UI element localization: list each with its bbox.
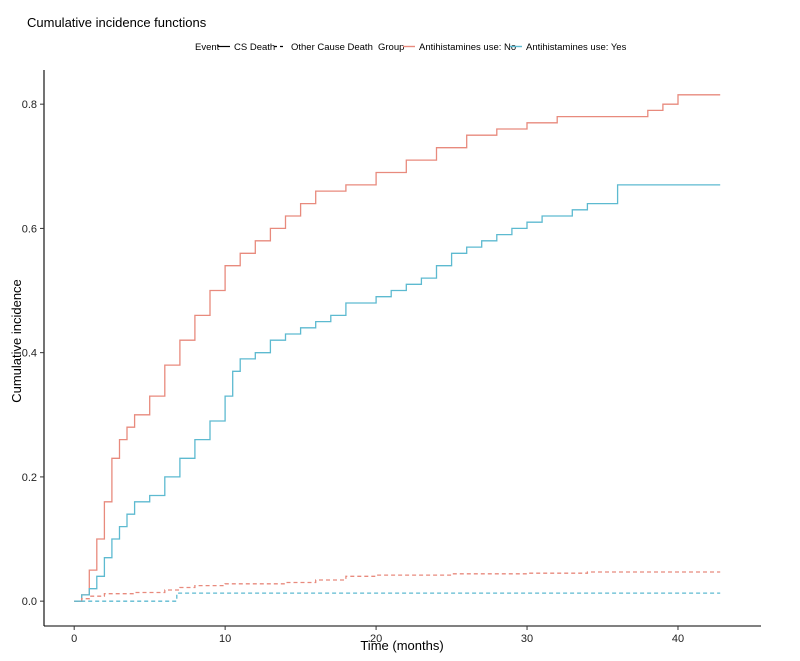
legend: Event CS Death Other Cause Death Group A… [195, 42, 627, 53]
y-ticks: 0.0 0.2 0.4 0.6 0.8 [22, 99, 44, 608]
legend-event-other-cause-death: Other Cause Death [291, 42, 373, 53]
x-tick-label: 20 [370, 633, 382, 645]
legend-group-yes-label: Antihistamines use: Yes [526, 42, 627, 53]
legend-event-cs-death: CS Death [234, 42, 275, 53]
x-ticks: 0 10 20 30 40 [71, 626, 684, 645]
series-line-other-cause-death-antihistamines-use-no [74, 571, 721, 602]
chart-title: Cumulative incidence functions [27, 15, 207, 30]
y-tick-label: 0.0 [22, 596, 37, 608]
x-tick-label: 10 [219, 633, 231, 645]
x-axis-title: Time (months) [360, 638, 443, 653]
x-tick-label: 40 [672, 633, 684, 645]
legend-group-no-label: Antihistamines use: No [419, 42, 516, 53]
legend-event-title: Event [195, 42, 220, 53]
axes [43, 70, 761, 627]
y-tick-label: 0.8 [22, 99, 37, 111]
x-tick-label: 30 [521, 633, 533, 645]
series-line-cs-death-antihistamines-use-no [74, 94, 721, 602]
y-tick-label: 0.4 [22, 348, 37, 360]
series-line-other-cause-death-antihistamines-use-yes [74, 592, 721, 602]
legend-group-title: Group [378, 42, 404, 53]
y-tick-label: 0.6 [22, 223, 37, 235]
series-line-cs-death-antihistamines-use-yes [74, 184, 721, 602]
x-tick-label: 0 [71, 633, 77, 645]
plot-lines [74, 94, 721, 602]
y-tick-label: 0.2 [22, 472, 37, 484]
y-axis-title: Cumulative incidence [9, 279, 24, 403]
